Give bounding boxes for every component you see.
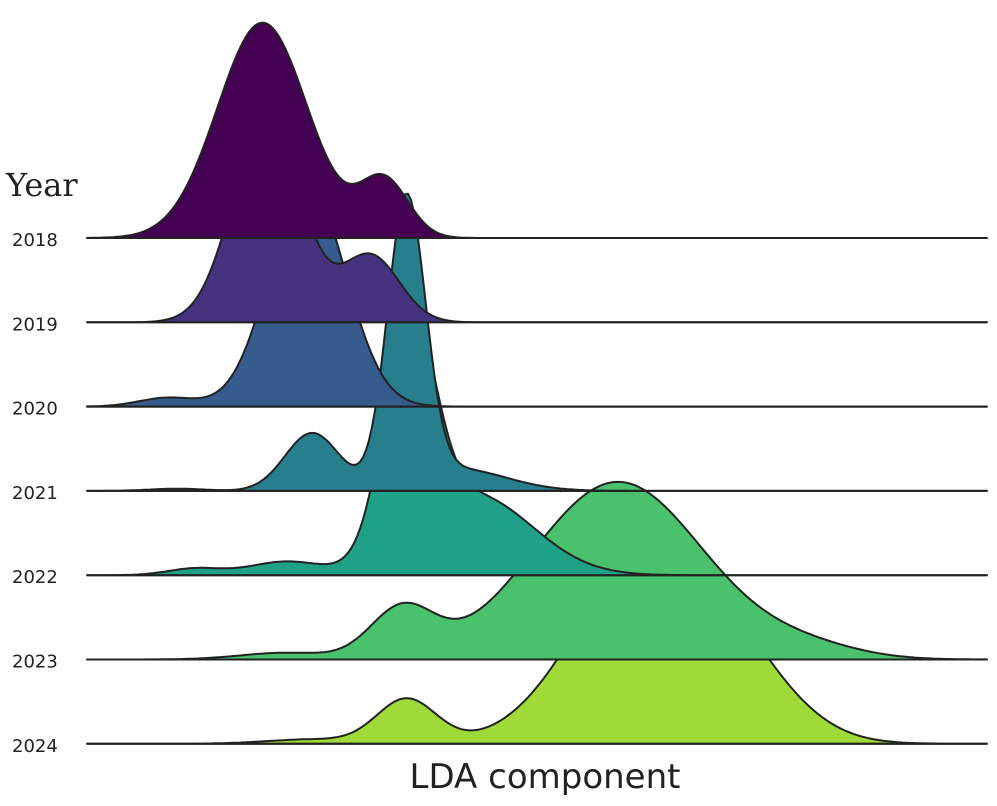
y-axis-title: Year	[5, 166, 78, 204]
tick-label-2023: 2023	[12, 652, 58, 673]
tick-label-2019: 2019	[12, 314, 58, 335]
tick-label-2021: 2021	[12, 483, 58, 504]
ridge-2024	[86, 537, 988, 745]
x-axis-title: LDA component	[410, 757, 681, 797]
tick-label-2022: 2022	[12, 567, 58, 588]
ridge-2022	[86, 308, 988, 577]
ridge-2018	[86, 21, 988, 239]
tick-label-2024: 2024	[12, 736, 58, 757]
year-tick-labels: 2018 2019 2020 2021 2022 2023 2024	[12, 230, 58, 757]
ridges-group	[86, 21, 988, 745]
tick-label-2020: 2020	[12, 399, 58, 420]
tick-label-2018: 2018	[12, 230, 58, 251]
